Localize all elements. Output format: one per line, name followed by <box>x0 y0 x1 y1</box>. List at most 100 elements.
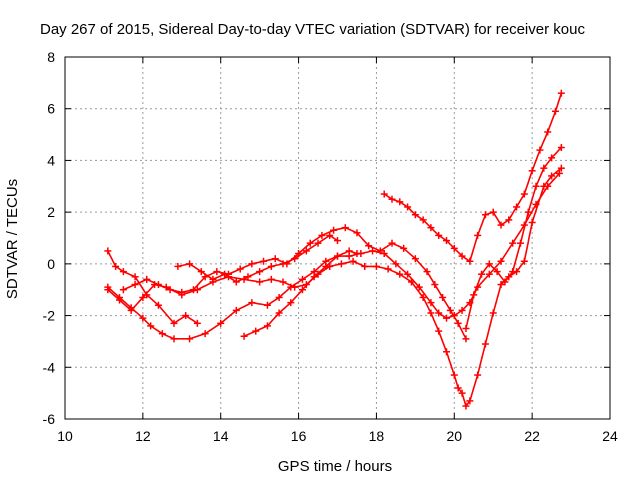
series-track-5 <box>174 231 341 286</box>
data-point <box>170 335 178 343</box>
data-point <box>481 340 489 348</box>
series-trace <box>107 172 560 340</box>
data-point <box>478 270 486 278</box>
data-point <box>147 322 155 330</box>
data-point <box>279 260 287 268</box>
data-series <box>104 89 565 410</box>
data-point <box>462 402 470 410</box>
data-point <box>267 275 275 283</box>
data-point <box>256 268 264 276</box>
data-point <box>291 283 299 291</box>
data-point <box>443 237 450 245</box>
data-point <box>489 309 497 317</box>
data-point <box>485 270 493 278</box>
data-point <box>454 384 462 392</box>
data-point <box>423 268 431 276</box>
data-point <box>267 262 275 270</box>
data-point <box>462 335 470 343</box>
data-point <box>540 182 548 190</box>
data-point <box>213 268 221 276</box>
y-tick-label: 8 <box>47 49 55 65</box>
series-track-1 <box>104 247 201 327</box>
data-point <box>193 319 201 327</box>
data-point <box>415 283 423 291</box>
data-point <box>112 262 120 270</box>
data-point <box>131 281 139 289</box>
data-point <box>388 239 396 247</box>
data-point <box>520 257 528 265</box>
data-point <box>427 299 435 307</box>
data-point <box>548 172 556 180</box>
series-trace <box>243 250 358 338</box>
data-point <box>548 154 556 162</box>
data-point <box>127 306 135 314</box>
data-point <box>341 224 349 232</box>
grid-lines <box>65 57 610 419</box>
data-point <box>509 239 517 247</box>
series-trace <box>123 226 467 340</box>
data-point <box>287 299 295 307</box>
series-track-2 <box>104 169 563 343</box>
data-point <box>435 231 443 239</box>
data-point <box>485 260 493 268</box>
data-point <box>334 252 341 260</box>
data-point <box>376 247 384 255</box>
data-point <box>256 278 264 286</box>
data-point <box>555 169 563 177</box>
x-tick-label: 22 <box>524 428 540 444</box>
data-point <box>326 231 334 239</box>
data-point <box>139 293 147 301</box>
data-point <box>427 224 435 232</box>
data-point <box>244 273 252 281</box>
series-trace <box>107 250 198 325</box>
data-point <box>427 309 435 317</box>
series-trace <box>177 234 338 283</box>
data-point <box>419 293 427 301</box>
y-tick-label: -6 <box>43 411 56 427</box>
data-point <box>217 319 225 327</box>
series-trace <box>465 146 562 329</box>
data-point <box>446 306 454 314</box>
data-point <box>275 293 283 301</box>
data-point <box>271 255 279 263</box>
data-point <box>544 128 552 136</box>
data-point <box>509 268 517 276</box>
data-point <box>466 397 474 405</box>
data-point <box>384 265 392 273</box>
data-point <box>458 252 466 260</box>
data-point <box>419 216 427 224</box>
data-point <box>131 273 139 281</box>
data-point <box>310 273 318 281</box>
data-point <box>170 319 178 327</box>
data-point <box>252 327 260 335</box>
data-point <box>263 322 271 330</box>
data-point <box>158 330 166 338</box>
data-point <box>443 314 450 322</box>
data-point <box>186 335 194 343</box>
y-tick-label: -4 <box>43 359 56 375</box>
data-point <box>505 216 513 224</box>
data-point <box>462 325 470 332</box>
series-track-4 <box>119 224 470 343</box>
data-point <box>497 257 505 265</box>
data-point <box>302 247 310 255</box>
data-point <box>532 182 540 190</box>
data-point <box>174 262 182 270</box>
data-point <box>369 247 377 255</box>
data-point <box>466 257 474 265</box>
data-point <box>536 146 544 154</box>
data-point <box>353 229 361 237</box>
data-point <box>232 278 240 286</box>
data-point <box>236 265 244 273</box>
data-point <box>240 332 248 340</box>
data-point <box>520 190 528 198</box>
data-point <box>557 144 565 151</box>
data-point <box>513 203 521 211</box>
data-point <box>178 288 186 296</box>
x-tick-label: 14 <box>213 428 229 444</box>
x-tick-label: 18 <box>369 428 385 444</box>
data-point <box>260 257 268 265</box>
data-point <box>528 167 536 175</box>
x-tick-label: 16 <box>291 428 307 444</box>
